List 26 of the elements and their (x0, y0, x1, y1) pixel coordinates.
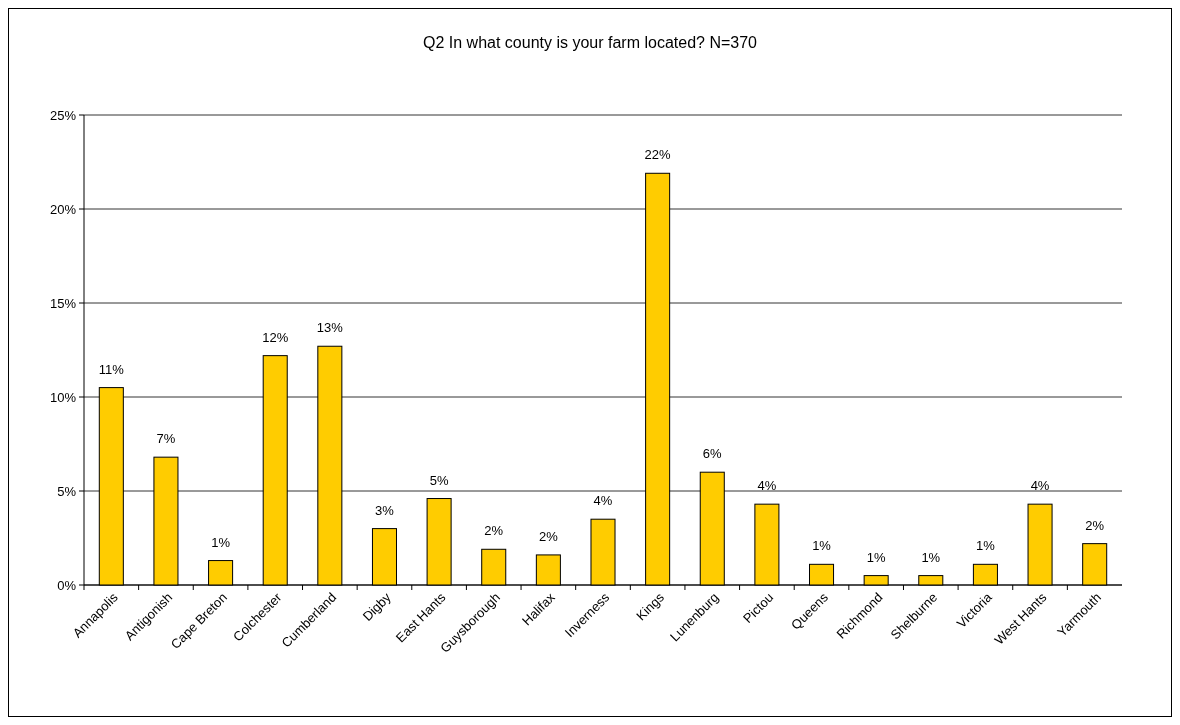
data-label: 4% (757, 478, 777, 494)
y-tick-label: 25% (49, 107, 77, 123)
y-tick-label: 0% (57, 577, 77, 593)
data-label: 2% (1085, 517, 1105, 533)
chart-title: Q2 In what county is your farm located? N=370 (423, 34, 758, 51)
data-label: 4% (1030, 478, 1050, 494)
data-label: 5% (429, 472, 449, 488)
y-tick-label: 10% (49, 389, 77, 405)
data-label: 4% (593, 493, 613, 509)
y-tick-label: 15% (49, 295, 77, 311)
data-label: 1% (976, 538, 996, 554)
y-tick-label: 5% (57, 483, 77, 499)
data-label: 12% (262, 329, 289, 345)
data-label: 22% (644, 147, 672, 163)
data-label: 1% (866, 549, 886, 565)
data-label: 6% (702, 446, 723, 462)
data-label: 1% (211, 534, 231, 550)
data-label: 13% (316, 320, 344, 336)
data-label: 2% (484, 523, 504, 539)
data-label: 2% (538, 528, 559, 544)
data-label: 1% (812, 538, 832, 554)
data-label: 11% (98, 361, 125, 377)
data-label: 7% (156, 431, 176, 447)
data-label: 1% (921, 549, 941, 565)
y-tick-label: 20% (49, 201, 77, 217)
data-label: 3% (375, 502, 395, 518)
